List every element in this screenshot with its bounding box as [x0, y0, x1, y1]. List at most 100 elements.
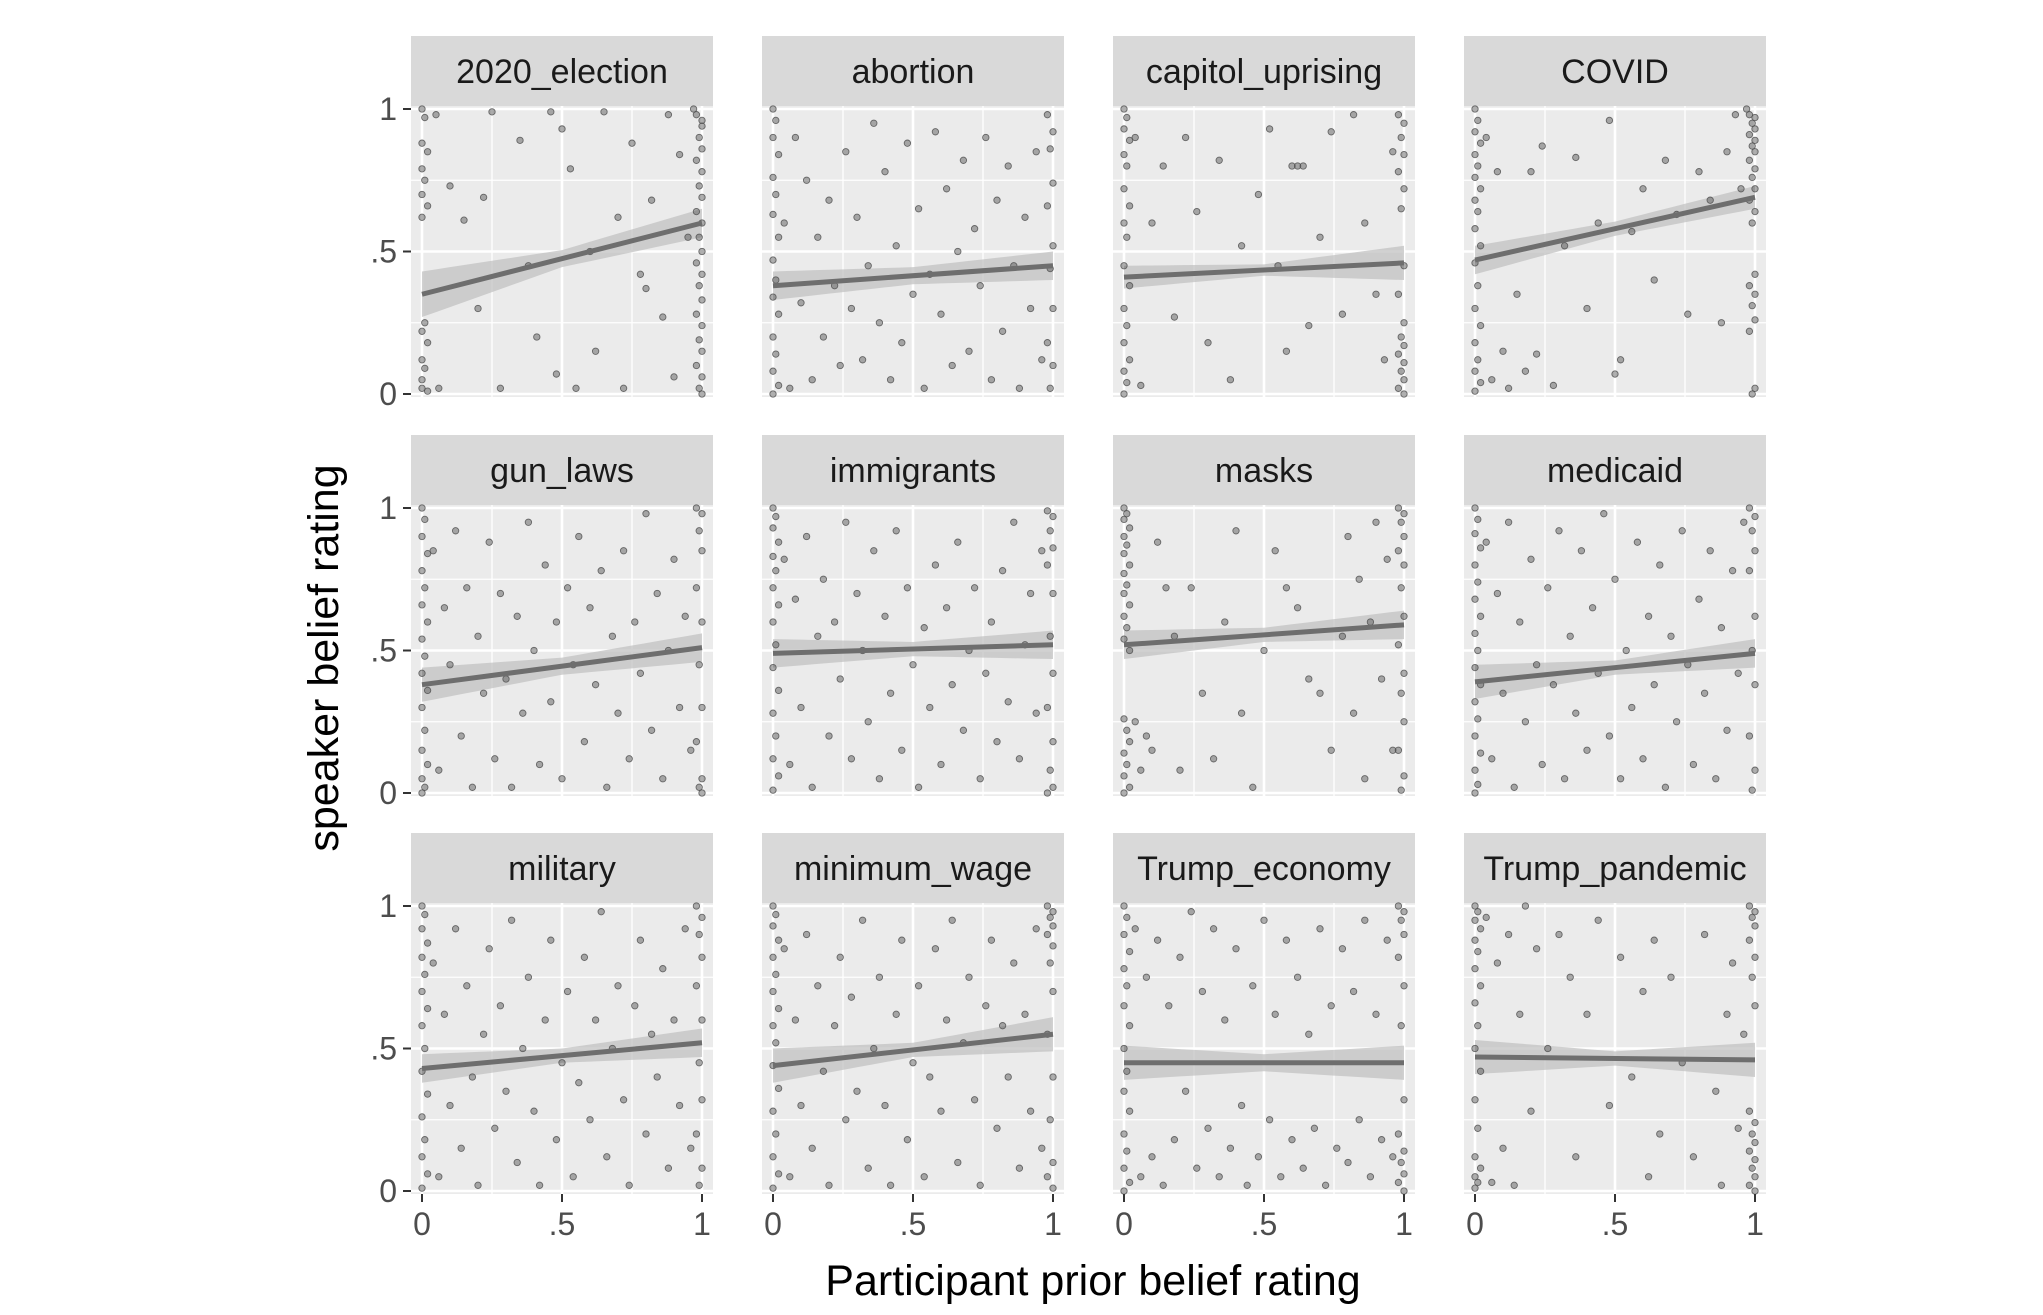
data-point: [1125, 202, 1134, 210]
data-point: [1751, 1156, 1759, 1164]
data-point: [421, 1136, 429, 1144]
data-point: [1120, 1187, 1128, 1195]
data-point: [1004, 698, 1012, 706]
data-point: [1397, 584, 1405, 592]
data-point: [1015, 755, 1024, 763]
data-point: [853, 1087, 861, 1095]
data-point: [1271, 547, 1279, 555]
data-point: [558, 125, 566, 133]
data-point: [1493, 168, 1502, 176]
data-point: [1131, 718, 1139, 726]
data-point: [423, 939, 432, 947]
data-point: [836, 361, 844, 370]
data-point: [1265, 125, 1274, 133]
fit-line: [1474, 194, 1756, 263]
data-point: [1639, 185, 1647, 193]
data-point: [1521, 367, 1530, 375]
data-point: [1527, 1107, 1535, 1115]
data-point: [1572, 709, 1580, 717]
data-point: [1748, 142, 1756, 150]
data-point: [1672, 718, 1681, 726]
data-point: [1400, 1187, 1408, 1195]
y-tick-label: 1: [379, 490, 397, 526]
data-point: [580, 738, 589, 746]
data-point: [440, 1010, 449, 1018]
data-point: [418, 504, 426, 512]
facet-strip: [1464, 435, 1766, 505]
data-point: [1471, 1096, 1479, 1104]
data-point: [1260, 916, 1268, 924]
data-point: [692, 259, 701, 267]
data-point: [1159, 1181, 1167, 1189]
data-point: [1310, 1124, 1319, 1132]
data-point: [552, 618, 561, 626]
data-point: [1605, 116, 1614, 125]
data-point: [1594, 219, 1602, 227]
data-point: [423, 148, 432, 156]
data-point: [1737, 185, 1745, 193]
data-point: [847, 304, 856, 313]
data-point: [421, 319, 429, 327]
data-point: [774, 150, 783, 159]
data-point: [1123, 624, 1131, 632]
data-point: [881, 168, 889, 176]
data-point: [1397, 1158, 1405, 1167]
y-tick-label: 1: [379, 91, 397, 127]
data-point: [692, 207, 701, 216]
data-point: [791, 1016, 800, 1024]
data-point: [1471, 196, 1479, 204]
data-point: [1209, 755, 1218, 763]
data-point: [1316, 233, 1324, 241]
data-point: [1471, 1044, 1479, 1053]
data-point: [1120, 185, 1128, 193]
data-point: [418, 925, 426, 933]
data-point: [513, 612, 521, 620]
data-point: [1745, 504, 1754, 512]
data-point: [1361, 219, 1369, 227]
data-point: [435, 1173, 443, 1181]
data-point: [1712, 775, 1720, 783]
data-point: [1482, 133, 1490, 142]
data-point: [1004, 162, 1012, 170]
data-point: [1723, 726, 1731, 734]
data-point: [970, 584, 979, 592]
data-point: [769, 173, 777, 182]
data-point: [1120, 902, 1128, 910]
data-point: [1383, 936, 1391, 944]
data-point: [909, 661, 917, 669]
data-point: [870, 1044, 878, 1053]
data-point: [418, 601, 426, 609]
data-point: [418, 902, 426, 910]
data-point: [451, 925, 460, 933]
data-point: [1131, 925, 1139, 933]
data-point: [614, 709, 622, 717]
data-point: [1372, 290, 1380, 298]
data-point: [1120, 367, 1128, 375]
data-point: [1123, 726, 1131, 734]
data-point: [1123, 162, 1131, 170]
data-point: [1471, 150, 1479, 159]
data-point: [1389, 1153, 1397, 1161]
facet-strip: [411, 435, 713, 505]
data-point: [864, 718, 872, 726]
data-point: [987, 936, 996, 944]
data-point: [853, 213, 861, 221]
data-point: [993, 738, 1001, 746]
data-point: [1120, 1002, 1128, 1010]
data-point: [1389, 746, 1397, 754]
data-point: [496, 384, 505, 392]
x-tick-label: 1: [1395, 1206, 1413, 1242]
y-tick-label: 1: [379, 888, 397, 924]
data-point: [1471, 595, 1479, 603]
data-point: [1049, 304, 1057, 313]
data-point: [1706, 196, 1714, 204]
facet-strip-label: military: [508, 850, 616, 888]
data-point: [1748, 390, 1756, 398]
data-point: [769, 333, 777, 341]
data-point: [1142, 732, 1151, 740]
data-point: [1397, 333, 1405, 341]
data-point: [1021, 213, 1029, 221]
data-point: [524, 518, 533, 526]
data-point: [418, 1153, 426, 1161]
data-point: [1380, 356, 1389, 364]
